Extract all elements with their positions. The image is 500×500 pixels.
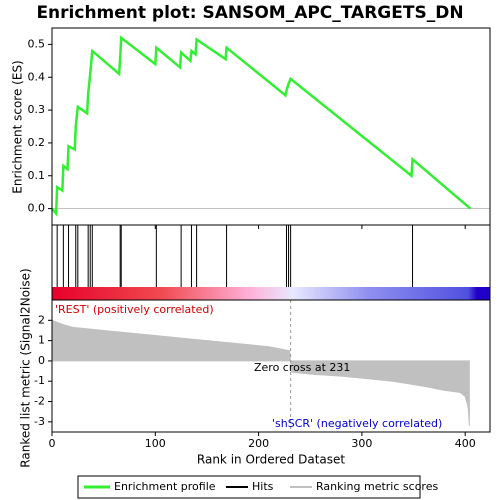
x-tick-label: 0 xyxy=(49,437,56,450)
y-tick-label: 2 xyxy=(38,313,45,326)
y-axis-label: Enrichment score (ES) xyxy=(11,60,25,193)
legend-label: Ranking metric scores xyxy=(316,480,438,493)
legend-label: Hits xyxy=(252,480,274,493)
x-tick-label: 200 xyxy=(248,437,269,450)
y-tick-label: 0.0 xyxy=(28,202,46,215)
annotation: 'REST' (positively correlated) xyxy=(55,303,214,316)
es-frame xyxy=(51,27,491,226)
annotation: Zero cross at 231 xyxy=(254,361,350,374)
chart-title: Enrichment plot: SANSOM_APC_TARGETS_DN xyxy=(36,3,463,23)
y-tick-label: -3 xyxy=(34,415,45,428)
x-tick-label: 300 xyxy=(351,437,372,450)
y-tick-label: 0.3 xyxy=(28,103,46,116)
metric-frame xyxy=(51,299,491,433)
x-axis-label: Rank in Ordered Dataset xyxy=(197,453,345,467)
legend xyxy=(77,475,421,499)
y-tick-label: 0.1 xyxy=(28,169,46,182)
x-tick-label: 400 xyxy=(455,437,476,450)
y-tick-label: 0.4 xyxy=(28,70,46,83)
metric-area xyxy=(51,319,470,426)
y-tick-label: -1 xyxy=(34,374,45,387)
y-tick-label: 0.5 xyxy=(28,37,46,50)
legend-label: Enrichment profile xyxy=(114,480,216,493)
y-tick-label: -2 xyxy=(34,395,45,408)
y-tick-label: 1 xyxy=(38,334,45,347)
es-line xyxy=(51,35,472,217)
y-tick-label: 0 xyxy=(38,354,45,367)
color-bar xyxy=(52,287,490,300)
annotation: 'shSCR' (negatively correlated) xyxy=(272,417,442,430)
y-axis-label: Ranked list metric (Signal2Noise) xyxy=(19,268,33,467)
y-tick-label: 0.2 xyxy=(28,136,46,149)
x-tick-label: 100 xyxy=(145,437,166,450)
